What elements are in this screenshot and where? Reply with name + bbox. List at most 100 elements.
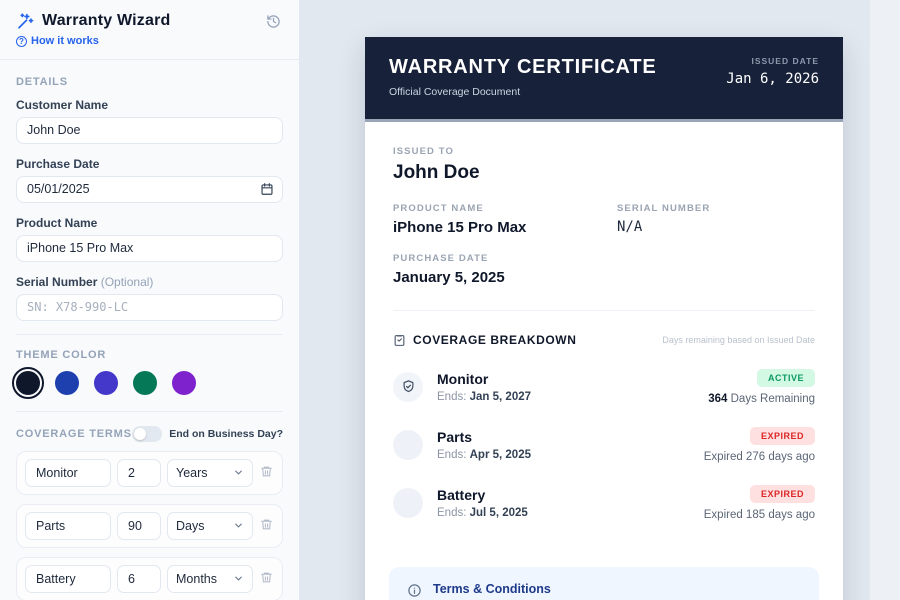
sidebar-content: DETAILS Customer Name Purchase Date Prod…	[0, 60, 299, 600]
customer-name-field: Customer Name	[16, 98, 283, 144]
item-detail: Expired 276 days ago	[703, 451, 815, 463]
shield-check-icon	[393, 371, 423, 402]
preview-pane: WARRANTY CERTIFICATE Official Coverage D…	[300, 0, 900, 600]
terms-and-conditions-box: Terms & Conditions This certificate veri…	[389, 567, 819, 600]
coverage-breakdown-section: COVERAGE BREAKDOWN Days remaining based …	[393, 310, 815, 521]
chevron-down-icon	[235, 470, 242, 475]
info-icon	[408, 584, 421, 597]
product-name-field: Product Name	[16, 216, 283, 262]
question-circle-icon: ?	[16, 35, 27, 47]
theme-swatch-blue[interactable]	[55, 370, 79, 395]
coverage-unit-select[interactable]: Months	[167, 564, 253, 593]
theme-swatch-purple[interactable]	[172, 370, 196, 395]
trash-icon	[261, 519, 272, 529]
theme-section-header: THEME COLOR	[16, 348, 107, 361]
coverage-item-parts: Parts Ends: Apr 5, 2025 EXPIRED Expired …	[393, 426, 815, 463]
theme-swatch-navy[interactable]	[12, 366, 44, 399]
coverage-item-battery: Battery Ends: Jul 5, 2025 EXPIRED Expire…	[393, 484, 815, 521]
calendar-icon[interactable]	[260, 182, 274, 196]
issued-to-value: John Doe	[393, 162, 480, 183]
business-day-toggle[interactable]	[132, 425, 163, 442]
purchase-date-label: Purchase Date	[16, 156, 100, 171]
theme-swatch-green[interactable]	[133, 370, 157, 395]
coverage-breakdown-note: Days remaining based on Issued Date	[662, 335, 815, 345]
coverage-row: Months	[16, 556, 283, 600]
status-badge: ACTIVE	[756, 369, 815, 387]
serial-number-input[interactable]	[16, 293, 283, 321]
trash-icon	[261, 466, 272, 476]
details-section-header: DETAILS	[16, 75, 68, 88]
purchase-date-block: PURCHASE DATE January 5, 2025	[393, 253, 815, 286]
delete-row-button[interactable]	[259, 516, 274, 536]
coverage-duration-input[interactable]	[117, 458, 161, 487]
business-day-toggle-label: End on Business Day?	[169, 427, 283, 440]
coverage-unit-select[interactable]: Days	[167, 511, 253, 540]
coverage-item-monitor: Monitor Ends: Jan 5, 2027 ACTIVE 364 Day…	[393, 368, 815, 405]
coverage-duration-input[interactable]	[117, 564, 161, 593]
serial-number-value: N/A	[617, 219, 643, 235]
product-name-label: Product Name	[16, 215, 98, 230]
trash-icon	[261, 572, 272, 582]
item-end-date: Ends: Apr 5, 2025	[437, 448, 531, 461]
certificate-body: ISSUED TO John Doe PRODUCT NAME iPhone 1…	[365, 122, 843, 541]
item-name: Monitor	[437, 370, 489, 387]
serial-number-field: Serial Number (Optional)	[16, 275, 283, 321]
how-it-works-link[interactable]: ? How it works	[16, 35, 99, 47]
chevron-down-icon	[235, 576, 242, 581]
product-name-value: iPhone 15 Pro Max	[393, 219, 527, 236]
serial-number-label: Serial Number (Optional)	[16, 274, 154, 289]
coverage-name-input[interactable]	[25, 511, 111, 540]
chevron-down-icon	[235, 523, 242, 528]
config-sidebar: Warranty Wizard ? How it works DETAILS C…	[0, 0, 300, 600]
magic-wand-icon	[18, 13, 34, 29]
product-name-label: PRODUCT NAME	[393, 203, 484, 214]
coverage-row: Years	[16, 450, 283, 495]
purchase-date-value: January 5, 2025	[393, 269, 505, 286]
item-end-date: Ends: Jan 5, 2027	[437, 390, 532, 403]
certificate-title: WARRANTY CERTIFICATE	[389, 56, 657, 78]
status-badge: EXPIRED	[749, 485, 815, 503]
section-divider	[16, 410, 283, 412]
coverage-duration-input[interactable]	[117, 511, 161, 540]
coverage-breakdown-title: COVERAGE BREAKDOWN	[413, 333, 577, 347]
issued-date-label: ISSUED DATE	[751, 56, 819, 66]
delete-row-button[interactable]	[259, 569, 274, 589]
history-icon	[267, 15, 280, 28]
serial-number-label: SERIAL NUMBER	[617, 203, 711, 214]
coverage-name-input[interactable]	[25, 564, 111, 593]
coverage-unit-value: Months	[176, 571, 217, 586]
scrollbar-track[interactable]	[870, 0, 900, 600]
toggle-knob	[134, 427, 147, 440]
coverage-section-header: COVERAGE TERMS	[16, 427, 132, 440]
item-detail: 364 Days Remaining	[708, 393, 815, 405]
optional-hint: (Optional)	[100, 274, 154, 289]
item-end-date: Ends: Jul 5, 2025	[437, 506, 528, 519]
item-name: Battery	[437, 486, 486, 503]
coverage-unit-select[interactable]: Years	[167, 458, 253, 487]
warranty-certificate-card: WARRANTY CERTIFICATE Official Coverage D…	[365, 37, 843, 600]
customer-name-input[interactable]	[16, 116, 283, 144]
terms-title: Terms & Conditions	[433, 582, 551, 596]
issued-date-value: Jan 6, 2026	[726, 71, 819, 87]
clipboard-check-icon	[394, 334, 405, 346]
certificate-subtitle: Official Coverage Document	[389, 86, 521, 98]
purchase-date-input[interactable]	[16, 175, 283, 203]
coverage-name-input[interactable]	[25, 458, 111, 487]
shield-faded-icon	[393, 429, 423, 460]
issued-to-label: ISSUED TO	[393, 146, 454, 157]
item-detail: Expired 185 days ago	[703, 509, 815, 521]
delete-row-button[interactable]	[259, 463, 274, 483]
certificate-header: WARRANTY CERTIFICATE Official Coverage D…	[365, 37, 843, 122]
customer-name-label: Customer Name	[16, 97, 109, 112]
how-it-works-label: How it works	[31, 35, 99, 47]
product-name-input[interactable]	[16, 234, 283, 262]
coverage-unit-value: Days	[176, 518, 205, 533]
sidebar-header: Warranty Wizard ? How it works	[0, 0, 299, 60]
app-title: Warranty Wizard	[42, 12, 171, 29]
shield-faded-icon	[393, 487, 423, 518]
history-button[interactable]	[264, 12, 283, 34]
purchase-date-label: PURCHASE DATE	[393, 253, 489, 264]
coverage-row: Days	[16, 503, 283, 548]
theme-swatch-indigo[interactable]	[94, 370, 118, 395]
serial-block: SERIAL NUMBER N/A	[617, 203, 815, 236]
